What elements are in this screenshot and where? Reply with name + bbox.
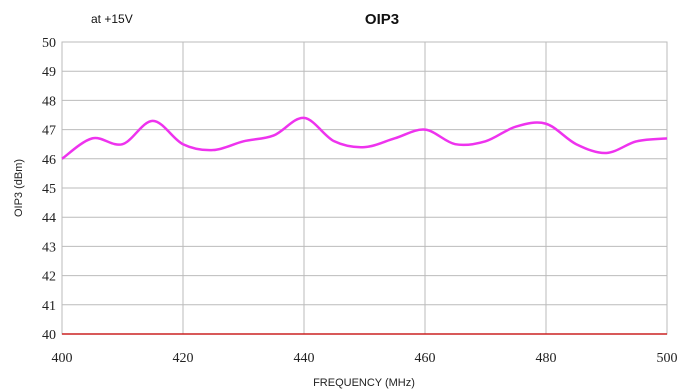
y-tick-label: 49 (42, 65, 56, 80)
grid (61, 41, 668, 335)
chart-subtitle: at +15V (91, 12, 133, 26)
y-tick-label: 48 (42, 94, 56, 109)
x-tick-label: 420 (173, 351, 194, 366)
tick-labels: 40 41 42 43 44 45 46 47 48 49 50 400 420 440 460 480 500 (42, 36, 678, 366)
x-axis-title: FREQUENCY (MHz) (313, 377, 415, 389)
y-tick-label: 42 (42, 270, 56, 285)
chart-title: OIP3 (365, 11, 399, 28)
y-tick-label: 46 (42, 153, 56, 168)
oip3-series-line (61, 116, 668, 160)
y-tick-label: 40 (42, 328, 56, 343)
y-tick-label: 45 (42, 182, 56, 197)
y-tick-label: 41 (42, 299, 56, 314)
y-tick-label: 43 (42, 240, 56, 255)
x-tick-label: 460 (415, 351, 436, 366)
y-tick-label: 50 (42, 36, 56, 51)
x-tick-label: 440 (294, 351, 315, 366)
y-tick-label: 44 (42, 211, 56, 226)
x-tick-label: 500 (657, 351, 678, 366)
x-tick-label: 480 (536, 351, 557, 366)
y-axis-title: OIP3 (dBm) (13, 159, 25, 217)
y-tick-label: 47 (42, 124, 56, 139)
series-layer (61, 116, 668, 160)
x-tick-label: 400 (52, 351, 73, 366)
